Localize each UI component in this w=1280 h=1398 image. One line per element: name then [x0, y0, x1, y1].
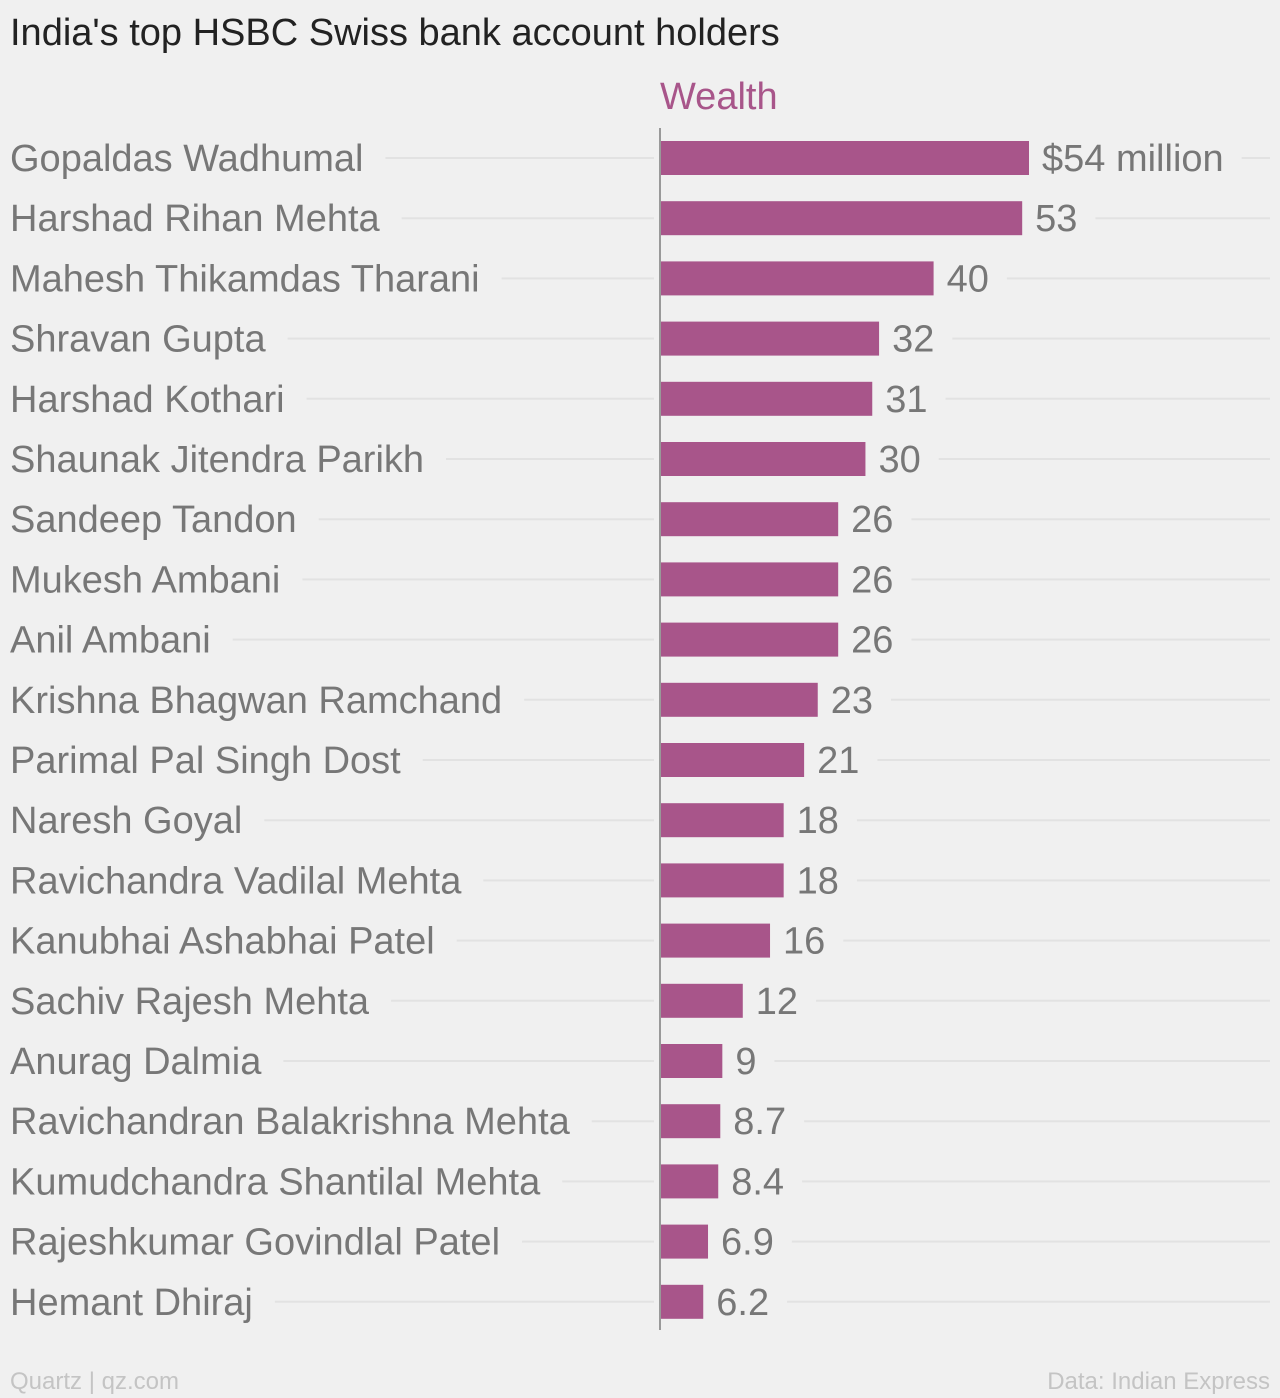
category-label: Harshad Rihan Mehta: [10, 198, 381, 240]
category-label: Anil Ambani: [10, 620, 211, 662]
value-label: 26: [851, 499, 893, 541]
value-label: 8.7: [733, 1101, 786, 1143]
bar: [661, 682, 818, 717]
value-label: 30: [878, 439, 920, 481]
category-label: Mahesh Thikamdas Tharani: [10, 258, 480, 300]
category-label: Anurag Dalmia: [10, 1041, 262, 1083]
bar: [661, 1044, 723, 1078]
bar: [661, 201, 1023, 236]
bar: [661, 1284, 704, 1319]
data-source: Data: Indian Express: [1047, 1368, 1270, 1395]
category-label: Mukesh Ambani: [10, 559, 280, 601]
series-label-wealth: Wealth: [660, 76, 778, 118]
value-label: 40: [947, 258, 989, 300]
category-label: Sachiv Rajesh Mehta: [10, 981, 370, 1023]
bar: [661, 381, 873, 416]
bar: [661, 1164, 719, 1199]
category-label: Shaunak Jitendra Parikh: [10, 439, 424, 481]
bar: [661, 743, 805, 777]
bar: [661, 562, 839, 597]
value-label: 12: [756, 981, 798, 1023]
value-label: 18: [797, 860, 839, 902]
chart-title: India's top HSBC Swiss bank account hold…: [10, 12, 780, 54]
bar: [661, 1104, 721, 1139]
bar: [661, 622, 839, 657]
category-label: Ravichandran Balakrishna Mehta: [10, 1101, 571, 1143]
value-label: 26: [851, 620, 893, 662]
bar: [661, 141, 1029, 175]
value-label: 21: [817, 740, 859, 782]
value-label: 23: [831, 680, 873, 722]
value-label: 16: [783, 921, 825, 963]
value-label: 32: [892, 319, 934, 361]
bar: [661, 923, 771, 958]
value-label: 31: [885, 379, 927, 421]
category-label: Ravichandra Vadilal Mehta: [10, 860, 462, 902]
value-label: 6.9: [721, 1222, 774, 1264]
category-label: Parimal Pal Singh Dost: [10, 740, 401, 782]
value-label: 26: [851, 559, 893, 601]
value-label: 6.2: [716, 1282, 769, 1324]
category-label: Gopaldas Wadhumal: [10, 138, 363, 180]
bar: [661, 321, 880, 356]
category-label: Harshad Kothari: [10, 379, 285, 421]
category-label: Sandeep Tandon: [10, 499, 297, 541]
bar: [661, 442, 866, 476]
category-label: Rajeshkumar Govindlal Patel: [10, 1222, 500, 1264]
category-label: Kanubhai Ashabhai Patel: [10, 921, 435, 963]
value-label: 18: [797, 800, 839, 842]
bar: [661, 1224, 709, 1259]
source-credit: Quartz | qz.com: [10, 1368, 179, 1395]
category-label: Krishna Bhagwan Ramchand: [10, 680, 502, 722]
bar: [661, 261, 934, 296]
bar: [661, 983, 743, 1018]
category-label: Naresh Goyal: [10, 800, 242, 842]
category-label: Kumudchandra Shantilal Mehta: [10, 1161, 541, 1203]
category-label: Shravan Gupta: [10, 319, 266, 361]
value-label: 9: [735, 1041, 756, 1083]
value-label: 8.4: [731, 1161, 784, 1203]
value-label: $54 million: [1042, 138, 1224, 180]
category-label: Hemant Dhiraj: [10, 1282, 253, 1324]
bar: [661, 502, 839, 537]
value-label: 53: [1035, 198, 1077, 240]
bar: [661, 803, 784, 838]
bar: [661, 863, 784, 898]
